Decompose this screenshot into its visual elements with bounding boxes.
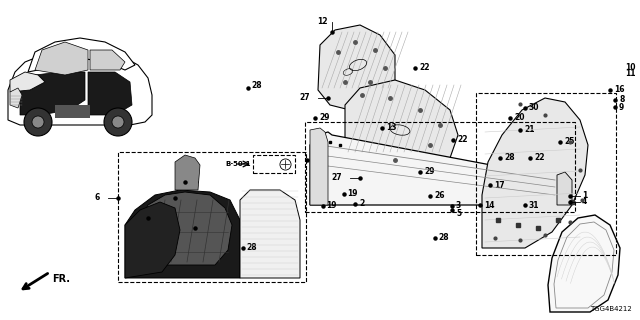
Text: 29: 29 bbox=[319, 114, 330, 123]
Text: 30: 30 bbox=[529, 103, 540, 113]
Polygon shape bbox=[35, 42, 88, 75]
Text: B-50-1: B-50-1 bbox=[225, 161, 251, 167]
Polygon shape bbox=[20, 72, 85, 115]
Text: 2: 2 bbox=[359, 199, 364, 209]
Polygon shape bbox=[310, 132, 565, 205]
Polygon shape bbox=[88, 72, 132, 115]
Text: 26: 26 bbox=[434, 191, 445, 201]
Text: 7: 7 bbox=[199, 223, 204, 233]
Text: 28: 28 bbox=[438, 234, 449, 243]
Text: 20: 20 bbox=[514, 114, 525, 123]
Text: 22: 22 bbox=[457, 135, 467, 145]
Bar bbox=[118, 152, 306, 282]
Text: 15: 15 bbox=[152, 213, 163, 222]
Polygon shape bbox=[8, 50, 152, 125]
Text: 13: 13 bbox=[386, 124, 397, 132]
Polygon shape bbox=[240, 190, 300, 278]
Polygon shape bbox=[175, 155, 200, 190]
Polygon shape bbox=[125, 190, 240, 278]
Text: 29: 29 bbox=[424, 167, 435, 177]
Polygon shape bbox=[28, 38, 135, 72]
Text: 25: 25 bbox=[564, 138, 574, 147]
Text: 12: 12 bbox=[317, 18, 328, 27]
Circle shape bbox=[104, 108, 132, 136]
Text: 4: 4 bbox=[582, 197, 588, 206]
Text: 19: 19 bbox=[326, 202, 337, 211]
Text: 31: 31 bbox=[529, 201, 540, 210]
Text: 19: 19 bbox=[347, 189, 358, 198]
Text: 22: 22 bbox=[534, 154, 545, 163]
Text: 27: 27 bbox=[300, 93, 310, 102]
Text: 28: 28 bbox=[246, 244, 257, 252]
Text: 10: 10 bbox=[625, 63, 636, 73]
Text: 16: 16 bbox=[614, 85, 625, 94]
Text: 5: 5 bbox=[456, 210, 461, 219]
Polygon shape bbox=[310, 128, 328, 205]
Text: 3: 3 bbox=[456, 202, 461, 211]
Text: TGG4B4212: TGG4B4212 bbox=[590, 306, 632, 312]
Polygon shape bbox=[125, 202, 180, 278]
Polygon shape bbox=[138, 192, 232, 265]
Polygon shape bbox=[10, 88, 22, 108]
Text: 23: 23 bbox=[189, 178, 200, 187]
Text: 8: 8 bbox=[619, 95, 625, 105]
Text: 6: 6 bbox=[95, 194, 100, 203]
Polygon shape bbox=[55, 105, 90, 118]
Text: 17: 17 bbox=[494, 180, 504, 189]
Text: 22: 22 bbox=[419, 63, 429, 73]
Polygon shape bbox=[482, 98, 588, 248]
Bar bbox=[253, 155, 295, 173]
Text: 28: 28 bbox=[251, 82, 262, 91]
Text: 28: 28 bbox=[504, 154, 515, 163]
Polygon shape bbox=[345, 80, 458, 175]
Circle shape bbox=[24, 108, 52, 136]
Bar bbox=[305, 122, 575, 212]
Bar bbox=[476, 93, 616, 255]
Text: 18: 18 bbox=[311, 156, 322, 164]
Text: 11: 11 bbox=[625, 69, 636, 78]
Polygon shape bbox=[10, 72, 45, 92]
Text: 27: 27 bbox=[332, 173, 342, 182]
Text: 9: 9 bbox=[619, 102, 624, 111]
Text: 1: 1 bbox=[582, 191, 588, 201]
Text: 14: 14 bbox=[484, 201, 495, 210]
Polygon shape bbox=[90, 50, 125, 70]
Polygon shape bbox=[557, 172, 572, 205]
Text: 21: 21 bbox=[524, 125, 534, 134]
Text: 24: 24 bbox=[179, 194, 189, 203]
Text: FR.: FR. bbox=[52, 274, 70, 284]
Polygon shape bbox=[318, 25, 395, 110]
Circle shape bbox=[32, 116, 44, 128]
Circle shape bbox=[112, 116, 124, 128]
Polygon shape bbox=[548, 215, 620, 312]
